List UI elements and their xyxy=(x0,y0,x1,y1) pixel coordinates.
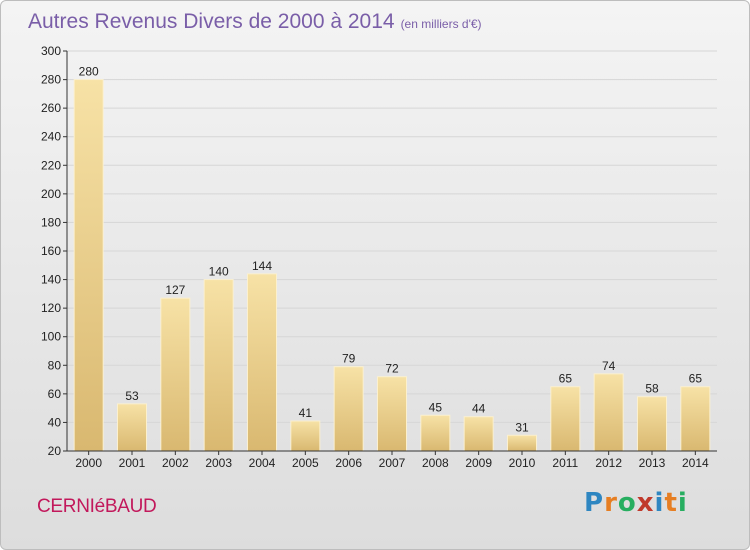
y-tick-label: 260 xyxy=(41,101,61,115)
data-label: 65 xyxy=(559,372,573,386)
logo-letter: r xyxy=(604,488,618,518)
data-label: 65 xyxy=(689,372,703,386)
y-tick-label: 20 xyxy=(48,444,62,458)
y-tick-label: 80 xyxy=(48,358,62,372)
logo-letter: t xyxy=(664,488,678,518)
bar xyxy=(593,373,624,452)
bar xyxy=(290,420,321,452)
logo-letter: i xyxy=(677,488,688,518)
x-tick-label: 2012 xyxy=(595,456,622,470)
chart-subtitle: (en milliers d'€) xyxy=(400,17,482,31)
proxiti-logo: Proxiti xyxy=(584,488,688,518)
y-tick-label: 220 xyxy=(41,158,61,172)
logo-letter: o xyxy=(617,488,637,518)
commune-name: CERNIéBAUD xyxy=(37,496,157,517)
x-tick-label: 2000 xyxy=(75,456,102,470)
data-label: 127 xyxy=(165,283,185,297)
logo-letter: x xyxy=(636,488,655,518)
x-tick-label: 2003 xyxy=(205,456,232,470)
bar xyxy=(333,366,364,452)
data-label: 44 xyxy=(472,402,486,416)
x-tick-label: 2006 xyxy=(335,456,362,470)
bar xyxy=(160,297,191,452)
y-tick-label: 40 xyxy=(48,415,62,429)
bar xyxy=(550,386,581,452)
logo-letter: i xyxy=(654,488,665,518)
y-tick-label: 120 xyxy=(41,301,61,315)
bar xyxy=(463,416,494,452)
logo-letter: P xyxy=(584,488,605,518)
x-tick-label: 2007 xyxy=(379,456,406,470)
y-tick-label: 160 xyxy=(41,244,61,258)
bar xyxy=(73,79,104,452)
x-tick-label: 2005 xyxy=(292,456,319,470)
data-label: 41 xyxy=(299,406,313,420)
data-label: 74 xyxy=(602,359,616,373)
y-tick-label: 240 xyxy=(41,130,61,144)
x-tick-label: 2010 xyxy=(509,456,536,470)
data-label: 53 xyxy=(125,389,139,403)
x-tick-label: 2009 xyxy=(465,456,492,470)
x-tick-label: 2014 xyxy=(682,456,709,470)
y-tick-label: 280 xyxy=(41,73,61,87)
y-tick-label: 200 xyxy=(41,187,61,201)
x-tick-label: 2001 xyxy=(119,456,146,470)
data-label: 79 xyxy=(342,352,356,366)
bar xyxy=(637,396,667,452)
y-tick-label: 180 xyxy=(41,215,61,229)
bar xyxy=(117,403,147,452)
data-label: 58 xyxy=(645,382,659,396)
x-tick-label: 2004 xyxy=(249,456,276,470)
x-tick-label: 2002 xyxy=(162,456,189,470)
data-label: 140 xyxy=(209,265,229,279)
data-label: 45 xyxy=(429,400,443,414)
chart-title: Autres Revenus Divers de 2000 à 2014 (en … xyxy=(28,10,482,34)
bar xyxy=(377,376,407,452)
bar xyxy=(247,273,277,452)
bar xyxy=(507,434,537,452)
data-label: 144 xyxy=(252,259,272,273)
y-tick-label: 60 xyxy=(48,387,62,401)
y-tick-label: 100 xyxy=(41,330,61,344)
bar xyxy=(420,414,451,452)
y-tick-label: 300 xyxy=(41,44,61,58)
x-tick-label: 2011 xyxy=(552,456,578,470)
bar xyxy=(680,386,711,452)
y-tick-label: 140 xyxy=(41,273,61,287)
x-tick-label: 2008 xyxy=(422,456,449,470)
data-label: 31 xyxy=(515,420,529,434)
chart-title-text: Autres Revenus Divers de 2000 à 2014 xyxy=(28,10,395,33)
data-label: 72 xyxy=(385,362,399,376)
x-tick-label: 2013 xyxy=(639,456,666,470)
bar xyxy=(203,279,234,452)
data-label: 280 xyxy=(79,65,99,79)
